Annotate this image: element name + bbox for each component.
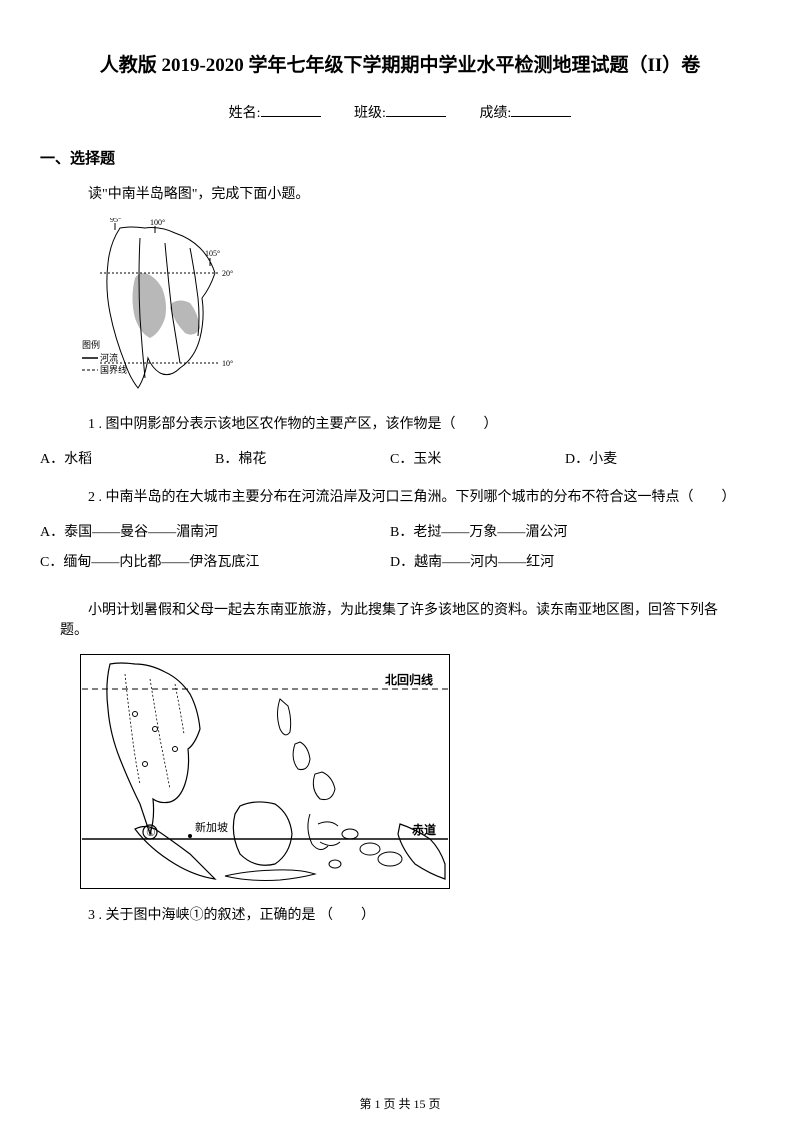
q2-option-a[interactable]: A．泰国——曼谷——湄南河 <box>40 521 390 541</box>
map-1-indochina: 95° 100° 105° 20° 10° 图例 河流 国界线 <box>80 218 740 398</box>
question-3: 3 . 关于图中海峡①的叙述，正确的是 （ ） <box>60 904 740 924</box>
legend-river: 河流 <box>100 352 118 363</box>
name-label: 姓名: <box>229 106 261 121</box>
class-label: 班级: <box>354 106 386 121</box>
q1-option-a[interactable]: A．水稻 <box>40 448 215 468</box>
instruction-2: 小明计划暑假和父母一起去东南亚旅游，为此搜集了许多该地区的资料。读东南亚地区图，… <box>60 599 740 639</box>
question-1-options: A．水稻 B．棉花 C．玉米 D．小麦 <box>40 448 740 468</box>
question-2-options: A．泰国——曼谷——湄南河 B．老挝——万象——湄公河 C．缅甸——内比都——伊… <box>40 521 740 581</box>
q2-option-c[interactable]: C．缅甸——内比都——伊洛瓦底江 <box>40 551 390 571</box>
page-footer: 第 1 页 共 15 页 <box>0 1095 800 1112</box>
score-label: 成绩: <box>479 106 511 121</box>
exam-title: 人教版 2019-2020 学年七年级下学期期中学业水平检测地理试题（II）卷 <box>60 50 740 77</box>
name-blank[interactable] <box>261 116 321 117</box>
instruction-1: 读"中南半岛略图"，完成下面小题。 <box>60 183 740 203</box>
score-blank[interactable] <box>511 116 571 117</box>
section-1-header: 一、选择题 <box>40 147 740 168</box>
q2-option-d[interactable]: D．越南——河内——红河 <box>390 551 740 571</box>
long-95: 95° <box>110 218 121 224</box>
q1-option-d[interactable]: D．小麦 <box>565 448 740 468</box>
legend-title: 图例 <box>82 339 100 350</box>
q1-option-b[interactable]: B．棉花 <box>215 448 390 468</box>
lat-10: 10° <box>222 359 233 368</box>
question-2: 2 . 中南半岛的在大城市主要分布在河流沿岸及河口三角洲。下列哪个城市的分布不符… <box>60 486 740 506</box>
lat-20: 20° <box>222 269 233 278</box>
singapore-label: 新加坡 <box>195 820 228 834</box>
q2-option-b[interactable]: B．老挝——万象——湄公河 <box>390 521 740 541</box>
tropic-label: 北回归线 <box>385 672 433 687</box>
class-blank[interactable] <box>386 116 446 117</box>
long-105: 105° <box>205 249 220 258</box>
map-2-southeast-asia: 北回归线 赤道 ① 新加坡 <box>80 654 740 889</box>
student-info-row: 姓名: 班级: 成绩: <box>60 102 740 122</box>
long-100: 100° <box>150 218 165 227</box>
q1-option-c[interactable]: C．玉米 <box>390 448 565 468</box>
question-1: 1 . 图中阴影部分表示该地区农作物的主要产区，该作物是（ ） <box>60 413 740 433</box>
legend-border: 国界线 <box>100 364 127 375</box>
